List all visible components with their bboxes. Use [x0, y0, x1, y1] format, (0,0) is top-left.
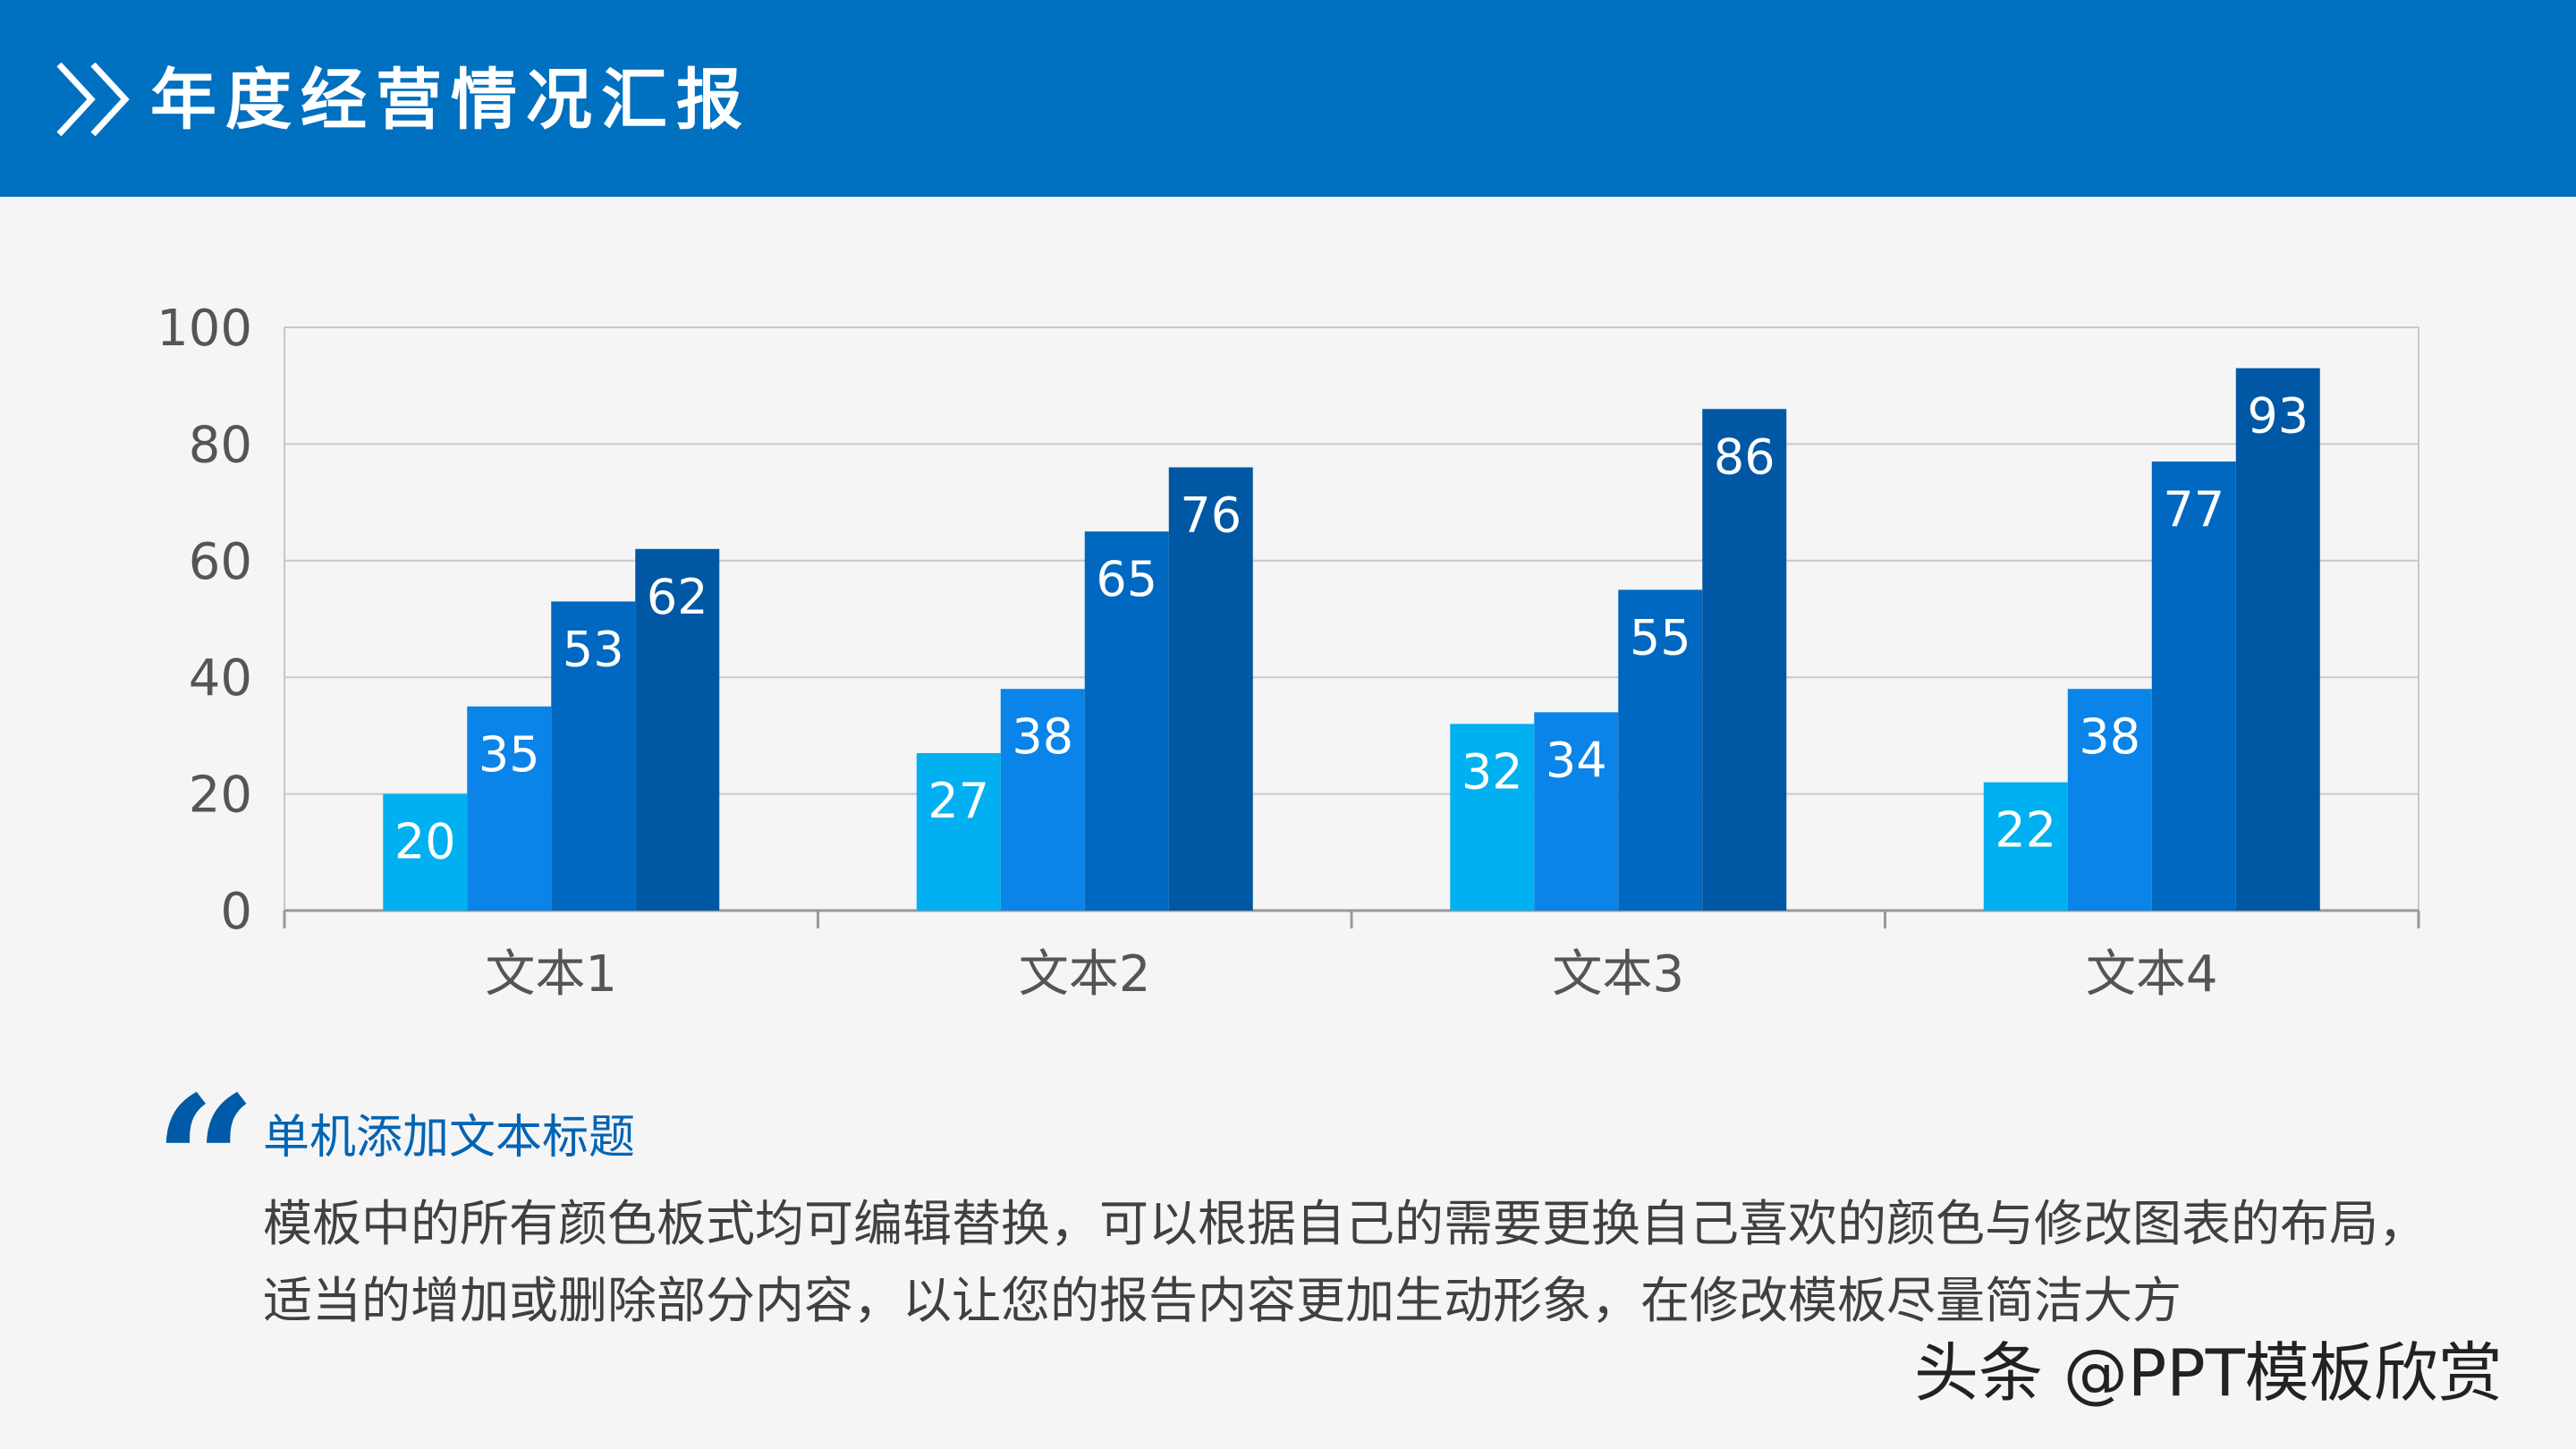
page-title: 年度经营情况汇报 [150, 62, 751, 139]
data-label: 53 [563, 621, 624, 677]
bar-chart: 0 20 40 60 80 100 文本1 20 35 53 62 文本2 27 38 65 76 文本3 32 3… [157, 300, 2420, 1004]
bar [1983, 782, 2068, 911]
data-label: 38 [1012, 708, 1073, 765]
x-tick-label: 文本1 [485, 945, 617, 1004]
bar [2067, 689, 2152, 911]
quote-icon: “ [154, 1057, 258, 1267]
y-tick-label: 80 [189, 416, 252, 474]
x-tick-label: 文本3 [1552, 945, 1684, 1004]
text-line-2: 适当的增加或删除部分内容，以让您的报告内容更加生动形象，在修改模板尽量简洁大方 [263, 1272, 2182, 1329]
data-label: 38 [2079, 708, 2140, 765]
text-body: 模板中的所有颜色板式均可编辑替换，可以根据自己的需要更换自己喜欢的颜色与修改图表… [263, 1185, 2499, 1339]
data-label: 65 [1096, 551, 1157, 607]
bar [916, 752, 1001, 911]
text-subtitle: 单机添加文本标题 [263, 1111, 636, 1165]
bar [383, 793, 468, 911]
bar [1168, 467, 1253, 911]
bar [2235, 368, 2320, 911]
watermark: 头条 @PPT模板欣赏 [1914, 1335, 2503, 1411]
data-label: 22 [1995, 802, 2056, 859]
double-chevron-right-icon [56, 63, 130, 136]
data-label: 34 [1546, 732, 1607, 788]
bar [1000, 689, 1085, 911]
y-tick-label: 100 [157, 300, 252, 358]
data-label: 76 [1180, 487, 1241, 543]
bar [1534, 712, 1619, 911]
data-label: 27 [928, 773, 989, 829]
data-label: 32 [1462, 743, 1523, 800]
y-tick-label: 40 [189, 649, 252, 708]
bar [1084, 531, 1169, 911]
bar [467, 706, 552, 911]
bar [2151, 461, 2236, 911]
y-tick-label: 60 [189, 533, 252, 591]
data-label: 35 [479, 726, 540, 783]
y-tick-label: 20 [189, 767, 252, 825]
bar [551, 601, 636, 911]
bar [635, 548, 720, 911]
x-tick-label: 文本4 [2086, 945, 2218, 1004]
text-line-1: 模板中的所有颜色板式均可编辑替换，可以根据自己的需要更换自己喜欢的颜色与修改图表… [263, 1195, 2428, 1252]
bar [1450, 724, 1535, 911]
data-label: 77 [2163, 481, 2224, 538]
y-tick-label: 0 [220, 883, 252, 941]
data-label: 20 [394, 814, 456, 870]
data-label: 55 [1630, 609, 1691, 665]
data-label: 62 [647, 569, 708, 625]
data-label: 86 [1714, 428, 1775, 485]
data-label: 93 [2247, 388, 2309, 445]
x-tick-label: 文本2 [1019, 945, 1151, 1004]
header-bar: 年度经营情况汇报 [0, 0, 2576, 197]
bar [1618, 589, 1703, 911]
bar [1702, 409, 1787, 911]
